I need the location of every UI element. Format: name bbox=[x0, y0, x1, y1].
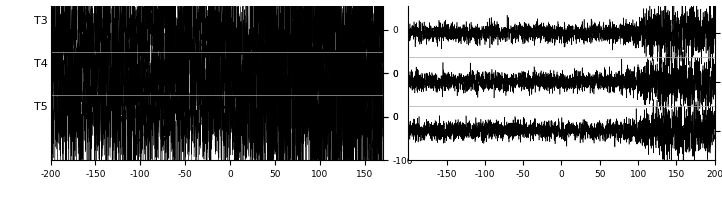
Text: T5: T5 bbox=[34, 102, 48, 112]
Text: T4: T4 bbox=[34, 59, 48, 69]
Text: T3: T3 bbox=[34, 16, 48, 26]
